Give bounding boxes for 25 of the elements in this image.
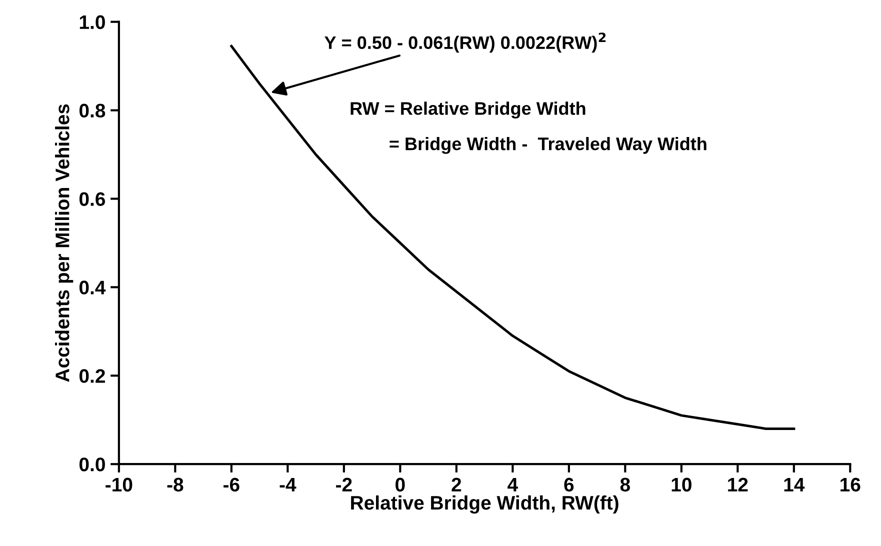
x-tick-label: 6: [564, 478, 574, 492]
x-tick-label: -2: [336, 478, 352, 492]
x-tick-label: -6: [224, 478, 240, 492]
x-tick-label: 16: [840, 478, 860, 492]
x-tick-label: -10: [106, 478, 132, 492]
y-axis-title: Accidents per Million Vehicles: [55, 104, 74, 382]
x-tick-label: 0: [396, 478, 405, 492]
x-tick-label: -8: [167, 478, 184, 492]
y-tick-label: 0.2: [79, 369, 105, 383]
x-tick-label: 14: [784, 478, 805, 492]
x-tick-label: 10: [672, 478, 692, 492]
y-tick-label: 0.6: [79, 192, 106, 206]
y-tick-label: 0.4: [79, 280, 106, 294]
annotation: = Bridge Width - Traveled Way Width: [390, 137, 706, 154]
x-tick-label: 2: [452, 478, 462, 492]
annotation: Y = 0.50 - 0.061(RW) 0.0022(RW)$^{2}$: [324, 32, 606, 53]
y-tick-label: 0.0: [79, 458, 105, 472]
y-tick-label: 1.0: [80, 15, 105, 30]
x-tick-label: 4: [508, 478, 518, 492]
x-tick-label: 12: [728, 478, 748, 492]
x-axis-title: Relative Bridge Width, RW(ft): [351, 495, 618, 514]
annotation: RW = Relative Bridge Width: [350, 102, 586, 119]
x-tick-label: 8: [620, 478, 630, 492]
x-tick-label: -4: [280, 478, 296, 492]
y-tick-label: 0.8: [79, 104, 106, 118]
